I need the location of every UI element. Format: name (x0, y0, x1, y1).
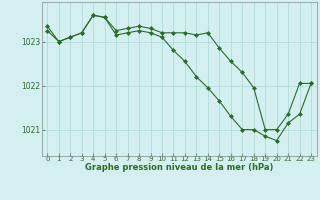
X-axis label: Graphe pression niveau de la mer (hPa): Graphe pression niveau de la mer (hPa) (85, 163, 273, 172)
